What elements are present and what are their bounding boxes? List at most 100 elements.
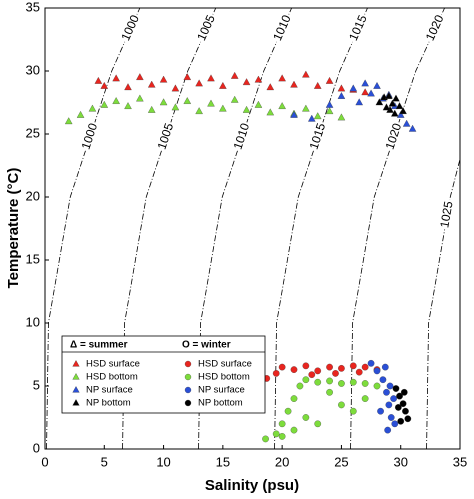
triangle-point (72, 360, 80, 367)
circle-point (396, 392, 403, 400)
triangle-point (278, 74, 286, 82)
triangle-point (76, 110, 85, 118)
circle-point (379, 376, 387, 384)
circle-point (402, 407, 409, 415)
circle-point (392, 385, 400, 392)
x-tick-label: 0 (41, 454, 48, 469)
triangle-point (392, 94, 400, 102)
triangle-point (219, 104, 227, 112)
legend-title: Δ = summer (70, 340, 128, 351)
circle-point (290, 426, 298, 434)
circle-point (184, 386, 192, 394)
circle-point (302, 414, 310, 421)
circle-point (326, 363, 333, 371)
contour-label: 1025 (437, 200, 455, 229)
x-tick-label: 15 (216, 454, 230, 469)
triangle-point (94, 76, 103, 84)
triangle-point (391, 109, 399, 117)
circle-point (314, 367, 322, 375)
triangle-point (396, 110, 405, 118)
x-tick-label: 25 (334, 454, 348, 469)
circle-point (373, 367, 381, 375)
contour-label-bg (154, 120, 178, 153)
triangle-point (367, 89, 375, 97)
circle-point (383, 388, 390, 396)
triangle-point (373, 81, 381, 89)
circle-point (338, 365, 345, 372)
circle-point (332, 370, 339, 377)
triangle-point (72, 399, 80, 406)
circle-point (272, 430, 280, 438)
circle-point (377, 407, 384, 415)
triangle-point (385, 92, 393, 99)
circle-point (361, 380, 369, 387)
triangle-point (124, 83, 132, 91)
circle-point (355, 368, 363, 376)
triangle-point (136, 94, 144, 102)
legend-label: NP surface (198, 385, 245, 396)
isopycnal (198, 8, 292, 449)
legend-label: NP bottom (198, 398, 243, 409)
circle-point (326, 388, 333, 396)
circle-point (367, 359, 375, 367)
circle-point (262, 435, 269, 443)
circle-point (386, 382, 394, 390)
triangle-point (171, 84, 180, 92)
legend-label: NP bottom (86, 398, 131, 409)
circle-point (387, 414, 395, 421)
triangle-point (355, 98, 363, 106)
contour-label-bg (306, 120, 330, 153)
triangle-point (408, 124, 417, 132)
triangle-point (402, 119, 411, 127)
contour-label-bg (194, 11, 220, 45)
triangle-point (112, 74, 120, 82)
circle-point (284, 407, 292, 415)
triangle-point (375, 98, 384, 106)
circle-point (184, 399, 192, 407)
y-axis-label: Temperature (°C) (5, 168, 22, 289)
circle-point (384, 426, 392, 434)
legend-label: NP surface (86, 385, 133, 396)
circle-point (302, 362, 310, 370)
circle-point (404, 415, 412, 423)
y-tick-label: 30 (26, 62, 40, 77)
triangle-point (337, 113, 346, 121)
triangle-point (88, 104, 97, 112)
circle-point (349, 378, 357, 386)
x-tick-label: 35 (453, 454, 467, 469)
triangle-point (313, 112, 322, 120)
circle-point (278, 420, 286, 428)
circle-point (290, 395, 298, 402)
y-tick-label: 35 (26, 0, 40, 14)
circle-point (385, 401, 393, 409)
triangle-point (388, 99, 397, 107)
triangle-point (337, 92, 346, 99)
contour-label-bg (437, 198, 457, 231)
triangle-point (254, 75, 263, 83)
triangle-point (242, 105, 251, 113)
isopycnal (426, 159, 460, 449)
triangle-point (325, 100, 334, 108)
x-tick-label: 20 (275, 454, 289, 469)
legend-title: O = winter (182, 340, 231, 351)
circle-point (184, 373, 192, 381)
contour-label-bg (78, 120, 102, 153)
circle-point (361, 363, 369, 371)
contour-label-bg (382, 120, 406, 153)
legend-label: HSD bottom (198, 372, 250, 383)
circle-point (290, 366, 298, 373)
circle-point (314, 420, 322, 428)
circle-point (391, 420, 399, 428)
circle-point (314, 378, 322, 386)
triangle-point (230, 71, 239, 79)
circle-point (390, 395, 397, 402)
circle-point (399, 400, 407, 407)
circle-point (338, 401, 345, 409)
contour-label-bg (346, 11, 372, 45)
triangle-point (159, 75, 168, 83)
plot-frame (44, 7, 461, 450)
y-tick-label: 15 (26, 251, 40, 266)
circle-point (397, 417, 405, 425)
triangle-point (64, 117, 73, 125)
